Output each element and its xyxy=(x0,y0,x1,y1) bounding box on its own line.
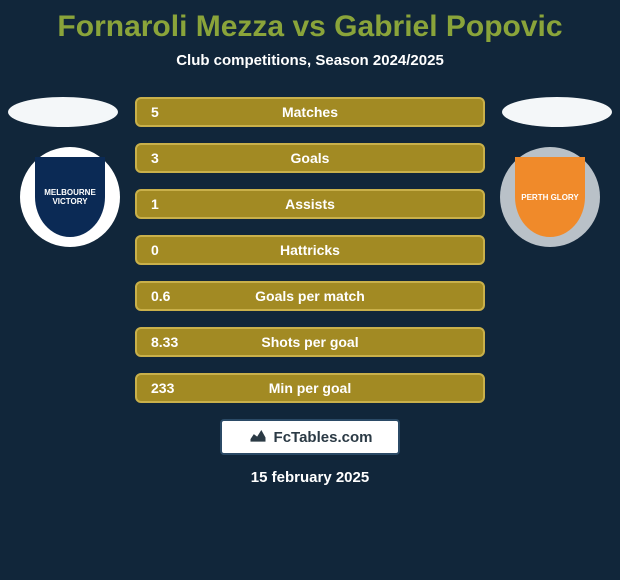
club-crest-right: PERTH GLORY xyxy=(500,147,600,247)
stat-bar: 233 Min per goal xyxy=(135,373,485,403)
decorative-ellipse-right xyxy=(502,97,612,127)
vs-separator: vs xyxy=(284,10,334,43)
stat-label: Hattricks xyxy=(137,242,483,258)
chart-icon xyxy=(248,425,268,449)
page-title: Fornaroli Mezza vs Gabriel Popovic xyxy=(0,10,620,44)
stat-bar: 5 Matches xyxy=(135,97,485,127)
stat-bars: 5 Matches 3 Goals 1 Assists 0 Hattricks … xyxy=(135,97,485,403)
stat-bar: 3 Goals xyxy=(135,143,485,173)
source-logo: FcTables.com xyxy=(220,419,400,455)
comparison-card: Fornaroli Mezza vs Gabriel Popovic Club … xyxy=(0,0,620,580)
player-2-name: Gabriel Popovic xyxy=(334,10,562,43)
player-1-name: Fornaroli Mezza xyxy=(57,10,284,43)
stat-bar: 0.6 Goals per match xyxy=(135,281,485,311)
club-crest-left-label: MELBOURNE VICTORY xyxy=(35,157,105,237)
stat-label: Matches xyxy=(137,104,483,120)
stat-bar: 8.33 Shots per goal xyxy=(135,327,485,357)
stat-bar: 0 Hattricks xyxy=(135,235,485,265)
decorative-ellipse-left xyxy=(8,97,118,127)
stat-bar: 1 Assists xyxy=(135,189,485,219)
stat-label: Goals xyxy=(137,150,483,166)
source-logo-text: FcTables.com xyxy=(274,429,373,446)
stat-label: Goals per match xyxy=(137,288,483,304)
stat-label: Min per goal xyxy=(137,380,483,396)
stat-label: Assists xyxy=(137,196,483,212)
club-crest-right-label: PERTH GLORY xyxy=(515,157,585,237)
subtitle: Club competitions, Season 2024/2025 xyxy=(0,52,620,69)
club-crest-left: MELBOURNE VICTORY xyxy=(20,147,120,247)
body-row: MELBOURNE VICTORY PERTH GLORY 5 Matches … xyxy=(0,97,620,403)
stat-label: Shots per goal xyxy=(137,334,483,350)
date-label: 15 february 2025 xyxy=(0,469,620,486)
